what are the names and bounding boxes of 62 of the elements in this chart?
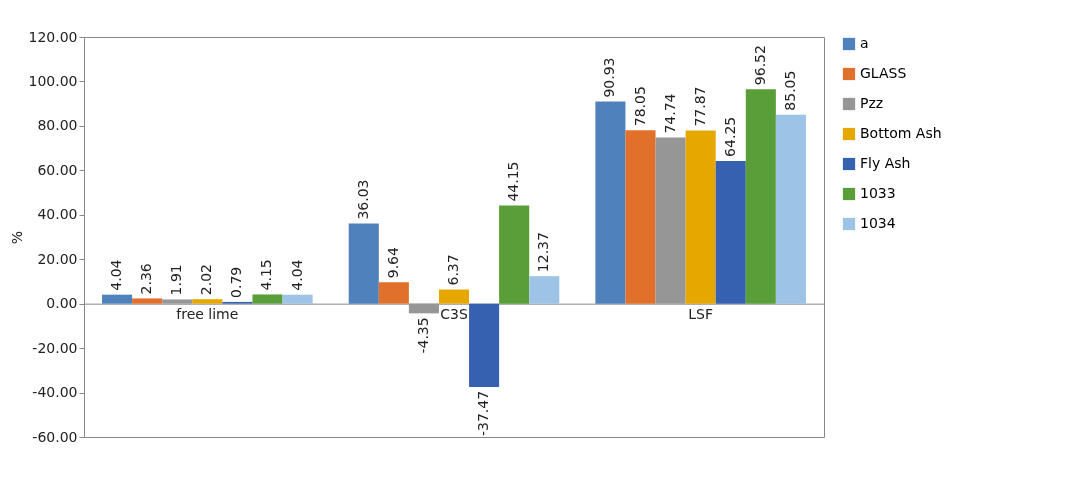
y-tick-label: -40.00 xyxy=(32,384,78,401)
bar xyxy=(252,294,283,304)
y-axis-title: % xyxy=(8,230,25,245)
data-label: 74.74 xyxy=(661,93,678,134)
data-label: 4.15 xyxy=(258,259,275,291)
data-label: 77.87 xyxy=(691,86,708,127)
data-label: 96.52 xyxy=(751,45,768,86)
data-label: -37.47 xyxy=(475,390,492,437)
bar xyxy=(595,101,626,304)
legend-label: Fly Ash xyxy=(860,155,911,171)
bar xyxy=(102,294,133,304)
bar xyxy=(715,160,746,304)
bar xyxy=(745,89,776,304)
bar xyxy=(438,289,470,304)
data-label: -4.35 xyxy=(414,317,431,354)
data-label: 44.15 xyxy=(505,161,522,202)
data-label: 12.37 xyxy=(535,232,552,273)
data-label: 90.93 xyxy=(601,57,618,98)
y-tick-label: 120.00 xyxy=(28,28,78,45)
data-label: 85.05 xyxy=(781,70,798,111)
legend-label: a xyxy=(860,35,869,51)
bar xyxy=(625,130,656,304)
bar xyxy=(348,223,379,304)
bar xyxy=(132,298,163,304)
bar xyxy=(192,299,223,304)
y-tick-label: -20.00 xyxy=(32,339,78,356)
y-tick-label: 60.00 xyxy=(37,161,78,178)
data-label: 64.25 xyxy=(721,116,738,157)
data-label: 2.36 xyxy=(138,263,155,295)
y-tick-label: 0.00 xyxy=(46,295,78,312)
bar xyxy=(469,303,500,387)
data-label: 78.05 xyxy=(631,86,648,127)
legend-label: 1034 xyxy=(860,215,896,231)
data-label: 0.79 xyxy=(228,266,245,298)
bar xyxy=(775,114,806,304)
bar xyxy=(685,130,716,304)
bar xyxy=(655,137,686,304)
data-label: 2.02 xyxy=(198,264,215,296)
bar xyxy=(499,205,530,304)
y-tick-label: 80.00 xyxy=(37,117,78,134)
bar xyxy=(408,303,439,314)
y-tick-label: -60.00 xyxy=(32,428,78,445)
legend-label: Bottom Ash xyxy=(860,125,942,141)
x-tick-label: C3S xyxy=(440,306,468,323)
bar xyxy=(378,282,409,304)
data-label: 9.64 xyxy=(384,246,401,279)
bar xyxy=(529,276,560,304)
data-label: 1.91 xyxy=(168,264,185,296)
data-label: 4.04 xyxy=(108,259,125,291)
bar xyxy=(162,299,193,304)
x-tick-label: LSF xyxy=(688,306,714,323)
legend-label: 1033 xyxy=(860,185,896,201)
data-label: 36.03 xyxy=(354,179,371,220)
y-tick-label: 40.00 xyxy=(37,206,78,223)
x-tick-label: free lime xyxy=(176,306,239,323)
legend-label: Pzz xyxy=(860,95,884,111)
y-tick-label: 20.00 xyxy=(37,250,78,267)
data-label: 6.37 xyxy=(445,254,461,286)
bar xyxy=(282,294,313,304)
data-label: 4.04 xyxy=(288,259,305,291)
y-tick-label: 100.00 xyxy=(28,72,78,89)
legend-label: GLASS xyxy=(860,65,907,81)
